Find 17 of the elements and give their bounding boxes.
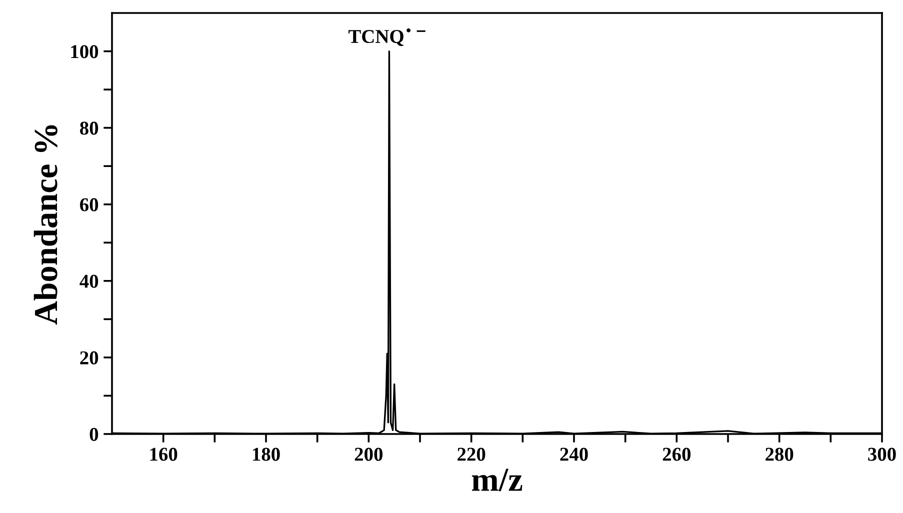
y-tick-label: 100 [71,45,98,58]
y-tick-label: 20 [80,351,98,364]
x-tick-label: 160 [150,448,178,461]
x-tick-label: 260 [662,448,691,461]
y-tick-label: 60 [80,198,98,212]
x-tick-label: 300 [868,448,896,461]
y-tick-label: 40 [80,274,98,288]
y-tick-label: 0 [90,428,98,441]
x-tick-label: 200 [354,448,383,461]
x-tick-label: 240 [560,448,588,461]
x-tick-label: 280 [766,448,794,461]
x-tick-label: 220 [458,448,486,461]
x-tick-label: 180 [252,448,280,461]
annotation: TCNQ$^{•−}$ [348,28,426,46]
y-tick-label: 80 [80,122,98,135]
x-axis-title: m/z [472,468,522,492]
y-axis-title: Abondance % [34,125,58,325]
